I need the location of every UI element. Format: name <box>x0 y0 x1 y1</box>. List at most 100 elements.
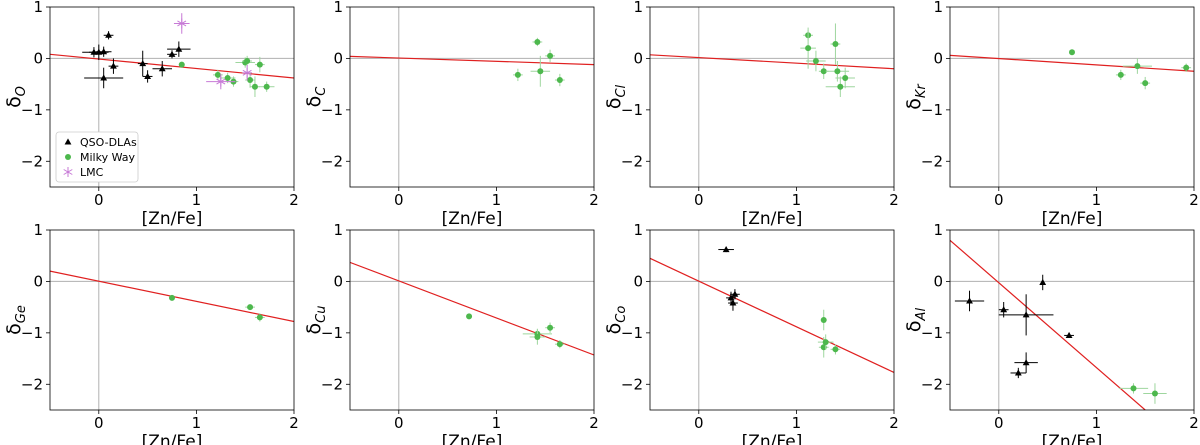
qso-marker <box>100 74 108 81</box>
y-tick-label: −1 <box>621 101 643 119</box>
x-axis-label: [Zn/Fe] <box>1042 432 1103 445</box>
mw-point <box>532 37 543 47</box>
mw-marker <box>534 333 541 340</box>
mw-marker <box>547 52 554 59</box>
plot-area <box>50 270 294 323</box>
qso-marker <box>731 290 739 297</box>
y-axis-subscript: Kr <box>914 83 929 99</box>
x-tick-label: 2 <box>589 191 599 209</box>
mw-point <box>512 68 523 82</box>
mw-point <box>254 313 265 322</box>
plot-area <box>950 49 1194 90</box>
mw-point <box>830 23 841 65</box>
mw-point <box>250 76 260 97</box>
y-tick-label: −1 <box>321 324 343 342</box>
mw-point <box>530 55 551 87</box>
qso-point <box>108 58 119 74</box>
axes-frame <box>49 229 295 411</box>
y-axis-symbol: δ <box>303 323 325 335</box>
mw-marker <box>537 68 544 75</box>
mw-marker <box>547 324 554 331</box>
y-tick-label: −2 <box>321 152 343 170</box>
x-axis-label: [Zn/Fe] <box>1042 209 1103 229</box>
qso-marker <box>175 45 183 52</box>
panel-co: 0 1 2 1 0 −1 −2 [Zn/Fe] δCo <box>603 221 899 445</box>
y-axis-symbol: δ <box>903 320 925 332</box>
x-tick-label: 1 <box>792 414 802 432</box>
axes-frame <box>949 6 1195 188</box>
mw-marker <box>820 68 827 75</box>
x-tick-label: 2 <box>889 191 899 209</box>
y-axis-subscript: C <box>314 86 329 96</box>
qso-marker <box>729 299 737 306</box>
y-tick-label: −1 <box>621 324 643 342</box>
mw-marker <box>556 77 563 84</box>
qso-marker <box>168 50 176 57</box>
mw-marker <box>820 317 827 323</box>
fit-line <box>950 239 1146 410</box>
fit-line <box>650 54 894 70</box>
legend-entry-label: LMC <box>80 166 104 179</box>
mw-point <box>242 55 253 67</box>
qso-marker <box>966 297 973 304</box>
x-tick-label: 1 <box>492 191 502 209</box>
lmc-marker-stroke <box>242 69 252 76</box>
y-tick-label: −2 <box>621 152 643 170</box>
y-tick-label: −2 <box>921 152 943 170</box>
y-axis-label: δCu <box>303 306 329 335</box>
fit-line <box>650 257 894 374</box>
mw-point <box>835 67 855 89</box>
y-axis-subscript: Co <box>614 306 629 323</box>
mw-marker <box>534 38 541 45</box>
y-axis-subscript: Ge <box>14 305 29 323</box>
panel-kr: 0 1 2 1 0 −1 −2 [Zn/Fe] δKr <box>903 0 1199 229</box>
x-tick-label: 1 <box>192 414 202 432</box>
mw-marker <box>256 314 263 321</box>
x-tick-label: 1 <box>1092 414 1102 432</box>
qso-point <box>1014 352 1038 373</box>
mw-marker <box>834 68 841 75</box>
lmc-point <box>173 13 190 34</box>
qso-point <box>1039 274 1047 291</box>
mw-marker <box>832 41 839 48</box>
y-tick-label: 1 <box>633 221 643 239</box>
x-tick-label: 0 <box>94 191 104 209</box>
fit-line <box>350 55 594 66</box>
x-tick-label: 1 <box>192 191 202 209</box>
panel-cu: 0 1 2 1 0 −1 −2 [Zn/Fe] δCu <box>303 221 599 445</box>
mw-marker <box>256 61 263 68</box>
mw-marker <box>251 83 258 90</box>
y-tick-label: −2 <box>621 375 643 393</box>
qso-marker <box>100 48 108 55</box>
mw-point <box>1115 69 1126 81</box>
x-tick-label: 0 <box>694 414 704 432</box>
plot-area <box>350 261 594 356</box>
y-axis-symbol: δ <box>603 323 625 335</box>
qso-point <box>167 41 191 57</box>
mw-marker <box>247 304 254 311</box>
y-tick-label: 0 <box>333 49 343 67</box>
mw-marker <box>842 74 849 81</box>
y-tick-label: 1 <box>333 0 343 16</box>
y-tick-label: −1 <box>321 101 343 119</box>
qso-marker <box>1022 311 1030 318</box>
mw-point <box>529 329 546 345</box>
x-tick-label: 0 <box>994 191 1004 209</box>
mw-marker <box>169 294 175 301</box>
mw-marker <box>514 71 521 78</box>
legend: QSO-DLAs Milky Way LMC <box>55 131 139 183</box>
lmc-point <box>206 73 236 90</box>
panel-c: 0 1 2 1 0 −1 −2 [Zn/Fe] δC <box>303 0 599 229</box>
legend-box <box>55 131 139 183</box>
legend-entry-label: Milky Way <box>80 151 136 164</box>
x-axis-label: [Zn/Fe] <box>142 209 203 229</box>
mw-marker <box>244 58 251 64</box>
qso-marker <box>139 59 147 67</box>
mw-point <box>1069 49 1075 56</box>
y-axis-symbol: δ <box>3 323 25 335</box>
mw-marker <box>1117 71 1124 78</box>
y-tick-label: −1 <box>21 324 43 342</box>
y-axis-symbol: δ <box>603 98 625 110</box>
qso-marker <box>1022 359 1030 366</box>
qso-point <box>103 31 114 40</box>
